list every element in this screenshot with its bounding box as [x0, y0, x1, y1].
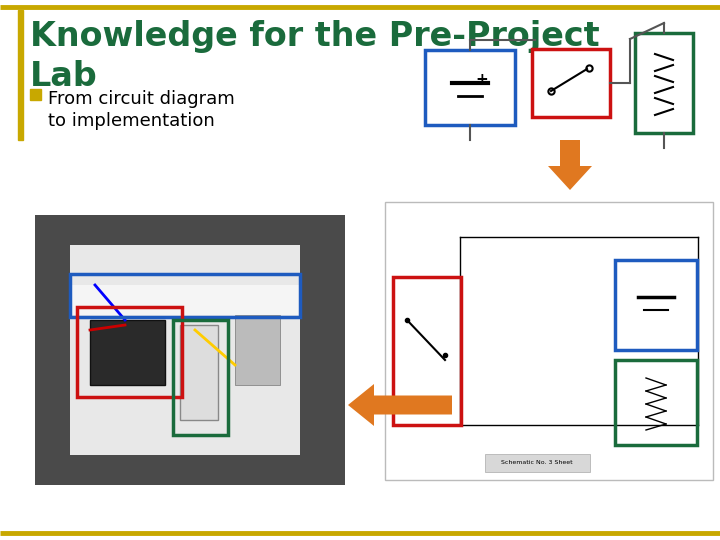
- Bar: [635, 33, 693, 133]
- Text: Knowledge for the Pre-Project: Knowledge for the Pre-Project: [30, 20, 600, 53]
- Bar: [393, 277, 461, 425]
- Bar: [70, 285, 300, 315]
- Bar: [70, 274, 300, 317]
- Text: Lab: Lab: [30, 60, 98, 93]
- Bar: [30, 89, 41, 100]
- Bar: [90, 320, 165, 385]
- Text: +: +: [476, 72, 488, 87]
- Bar: [425, 50, 515, 125]
- Bar: [385, 202, 713, 480]
- Text: From circuit diagram: From circuit diagram: [48, 90, 235, 108]
- Polygon shape: [548, 140, 592, 190]
- Bar: [485, 454, 590, 472]
- Bar: [35, 215, 345, 485]
- Text: to implementation: to implementation: [48, 112, 215, 130]
- Polygon shape: [348, 384, 452, 426]
- Bar: [180, 325, 218, 420]
- Bar: [615, 260, 697, 350]
- Bar: [77, 307, 182, 397]
- Bar: [18, 10, 23, 140]
- Text: Schematic No. 3 Sheet: Schematic No. 3 Sheet: [501, 461, 573, 465]
- Bar: [532, 49, 610, 117]
- Bar: [173, 320, 228, 435]
- Bar: [235, 315, 280, 385]
- Bar: [615, 360, 697, 445]
- Bar: [70, 245, 300, 455]
